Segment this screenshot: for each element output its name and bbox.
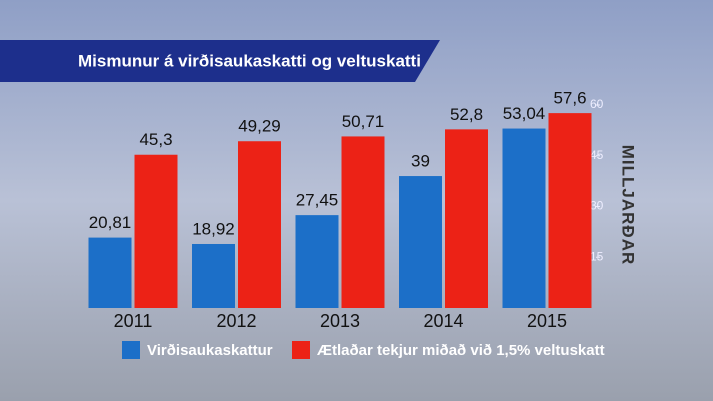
- y-tick-label: 60: [590, 97, 604, 111]
- chart-title: Mismunur á virðisaukaskatti og veltuskat…: [78, 51, 421, 70]
- bar: [192, 243, 235, 308]
- data-label: 18,92: [192, 219, 235, 238]
- data-label: 57,6: [553, 89, 586, 108]
- data-label: 52,8: [450, 105, 483, 124]
- legend-swatch: [292, 341, 310, 359]
- x-tick-label: 2011: [114, 311, 153, 331]
- legend-label: Ætlaðar tekjur miðað við 1,5% veltuskatt: [317, 342, 605, 359]
- x-tick-label: 2012: [216, 311, 256, 331]
- data-label: 20,81: [89, 213, 132, 232]
- x-tick-label: 2014: [423, 311, 463, 331]
- y-tick-label: 15: [590, 249, 604, 263]
- bar: [238, 141, 281, 308]
- y-axis-label: MILLJARÐAR: [619, 145, 638, 266]
- data-label: 27,45: [296, 191, 339, 210]
- x-tick-label: 2015: [527, 311, 567, 331]
- y-tick-label: 45: [590, 148, 604, 162]
- bar: [399, 176, 442, 308]
- bar: [341, 136, 385, 308]
- bar: [548, 113, 592, 309]
- legend-swatch: [122, 341, 140, 359]
- bar: [295, 215, 339, 308]
- data-label: 50,71: [342, 112, 385, 131]
- bar: [88, 237, 132, 308]
- data-label: 39: [411, 152, 430, 171]
- bar: [134, 154, 178, 308]
- data-label: 45,3: [139, 130, 172, 149]
- data-label: 53,04: [503, 104, 546, 123]
- x-tick-label: 2013: [320, 311, 360, 331]
- bar: [502, 128, 546, 308]
- data-label: 49,29: [238, 117, 281, 136]
- bar: [445, 129, 488, 308]
- title-banner: [0, 40, 440, 82]
- legend-label: Virðisaukaskattur: [147, 342, 273, 359]
- y-tick-label: 30: [590, 199, 604, 213]
